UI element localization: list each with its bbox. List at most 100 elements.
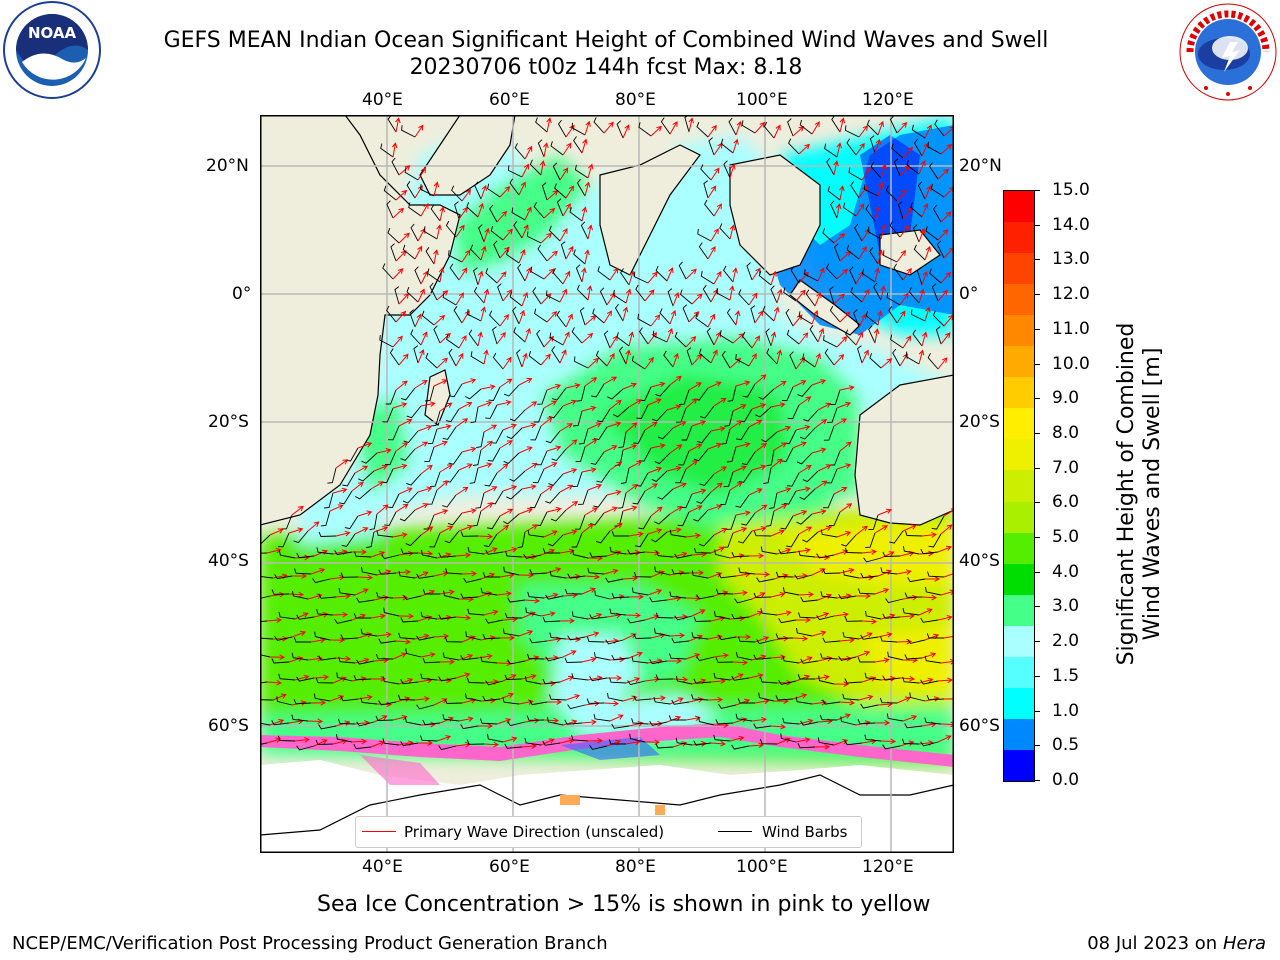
wave-direction-arrow xyxy=(291,630,307,638)
wave-direction-arrow xyxy=(543,142,549,158)
wind-barb xyxy=(865,204,876,222)
wave-direction-arrow xyxy=(902,146,914,159)
wind-barb xyxy=(844,678,863,684)
colorbar-segment xyxy=(1004,191,1034,223)
wave-direction-arrow xyxy=(478,723,494,729)
wind-barb xyxy=(574,514,586,530)
wind-barb xyxy=(631,656,649,664)
wind-barb xyxy=(511,207,526,221)
wave-direction-arrow xyxy=(836,268,848,280)
wind-barb xyxy=(449,263,460,281)
wind-barb xyxy=(911,124,926,139)
wave-direction-arrow xyxy=(833,354,845,366)
wave-direction-arrow xyxy=(861,618,878,625)
wave-direction-arrow xyxy=(581,206,588,222)
wind-barb xyxy=(882,613,901,619)
wave-direction-arrow xyxy=(606,739,622,747)
wave-direction-arrow xyxy=(310,699,327,706)
wind-barb xyxy=(296,552,315,559)
wind-barb xyxy=(592,308,605,324)
footer-host: Hera xyxy=(1222,933,1266,954)
wave-direction-arrow xyxy=(565,313,573,328)
wind-barb xyxy=(271,658,290,664)
wind-barb xyxy=(260,722,271,726)
wind-barb xyxy=(400,387,416,401)
wave-direction-arrow xyxy=(477,202,484,218)
wave-direction-arrow xyxy=(877,181,884,197)
wave-direction-arrow xyxy=(436,480,449,491)
wave-direction-arrow xyxy=(754,636,770,643)
wind-barb xyxy=(390,243,397,262)
wind-barb xyxy=(497,283,504,302)
wind-barb xyxy=(487,447,501,462)
wind-barb xyxy=(537,139,545,158)
wave-direction-legend-line xyxy=(362,831,396,832)
wind-barb xyxy=(446,334,460,349)
wave-direction-arrow xyxy=(332,611,349,618)
wind-barb xyxy=(889,530,904,544)
wind-barb xyxy=(548,225,561,242)
wind-barb xyxy=(403,430,419,444)
wind-barb xyxy=(700,405,715,419)
wind-barb xyxy=(904,592,923,598)
footer-date: 08 Jul 2023 on xyxy=(1087,933,1223,954)
wave-direction-arrow xyxy=(546,384,562,391)
wave-direction-arrow xyxy=(729,224,736,240)
wave-direction-arrow xyxy=(861,167,871,181)
wave-direction-arrow xyxy=(395,638,412,645)
wind-barb xyxy=(786,472,800,487)
wind-barb xyxy=(593,494,608,508)
wind-barb xyxy=(627,680,646,686)
wind-barb xyxy=(618,431,627,449)
wind-barb xyxy=(932,310,945,327)
wave-direction-arrow xyxy=(855,203,865,217)
wave-direction-arrow xyxy=(461,188,472,202)
wind-barb xyxy=(824,348,835,366)
wave-direction-arrow xyxy=(586,285,593,301)
wave-direction-arrow xyxy=(751,716,767,723)
wave-direction-arrow xyxy=(644,614,660,621)
wind-barb xyxy=(545,656,564,662)
wind-barb xyxy=(742,331,753,349)
wind-barb xyxy=(618,346,627,365)
wave-direction-arrow xyxy=(392,463,408,470)
wind-barb xyxy=(778,549,797,555)
wind-barb xyxy=(822,637,841,643)
wind-barb xyxy=(879,697,898,704)
wind-barb xyxy=(798,550,816,558)
wave-direction-arrow xyxy=(666,404,682,411)
colorbar-title: Significant Height of Combined Wind Wave… xyxy=(1114,322,1165,666)
wave-direction-arrow xyxy=(811,630,827,637)
wave-direction-arrow xyxy=(373,526,389,533)
colorbar-segment xyxy=(1004,222,1034,254)
wave-direction-arrow xyxy=(398,613,415,620)
wind-barb xyxy=(397,694,416,701)
wind-barb xyxy=(760,677,778,684)
wind-barb xyxy=(846,138,857,156)
wave-direction-arrow xyxy=(398,419,413,427)
wind-barb xyxy=(738,567,756,575)
wave-direction-arrow xyxy=(776,737,791,745)
wind-barb xyxy=(405,534,422,547)
wave-direction-arrow xyxy=(770,591,786,598)
wind-barb xyxy=(533,407,545,423)
colorbar-tick-label: 0.5 xyxy=(1052,735,1080,756)
wave-direction-arrow xyxy=(751,403,767,410)
wave-direction-arrow xyxy=(877,120,884,136)
wind-barb xyxy=(803,409,819,422)
wind-barb xyxy=(761,431,778,443)
wind-barb xyxy=(375,715,394,721)
wind-barb xyxy=(840,716,857,726)
wind-barb xyxy=(527,231,542,244)
wind-barb xyxy=(422,719,441,726)
wave-direction-arrow xyxy=(625,677,641,684)
wave-direction-arrow xyxy=(896,310,906,324)
wind-barb xyxy=(849,266,857,285)
wind-barb xyxy=(549,332,564,346)
wind-barb xyxy=(865,610,882,620)
wind-barb xyxy=(760,546,778,555)
wave-direction-arrow xyxy=(351,738,368,745)
wave-direction-arrow xyxy=(647,528,663,535)
wind-barb xyxy=(482,634,501,640)
wind-barb xyxy=(755,406,772,418)
